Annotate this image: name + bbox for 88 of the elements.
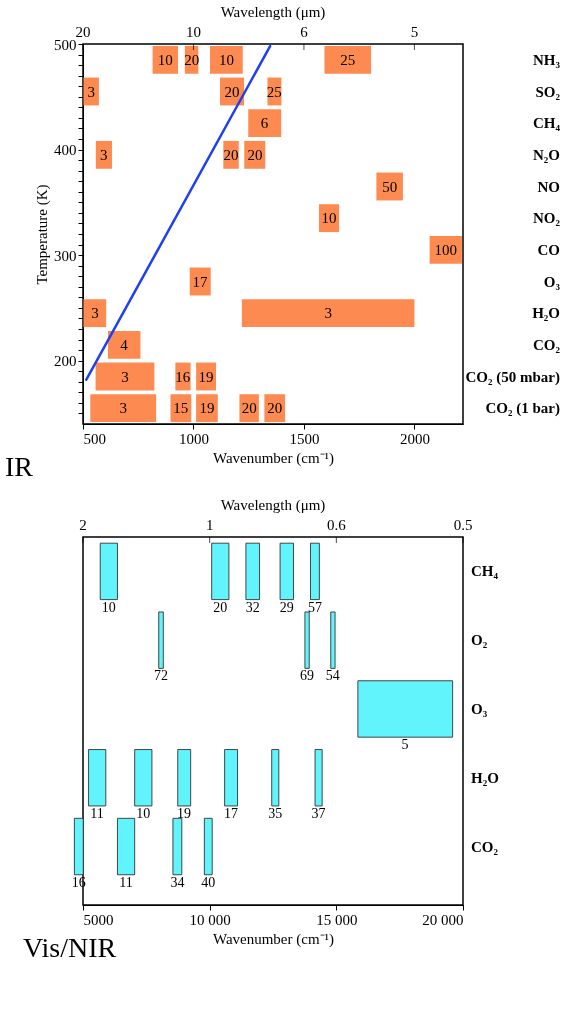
x-tick-label: 500 [83, 430, 106, 447]
annotation: 3 [324, 305, 332, 322]
annotation: 19 [199, 400, 215, 417]
y-tick-label: O₃ [471, 700, 488, 717]
annotation: 10 [101, 599, 116, 615]
y-tick-label: CO₂ [471, 838, 499, 855]
annotation: 17 [224, 805, 239, 821]
y-tick-label: 500 [54, 36, 77, 53]
text: 0.5 [453, 517, 473, 533]
annotation: 32 [245, 599, 260, 615]
text: 20 [75, 24, 91, 40]
y-tick-label: CO₂ (1 bar) [485, 400, 560, 418]
y-tick-label: H₂O [471, 769, 499, 786]
annotation: 3 [121, 368, 129, 385]
y-tick-label: CO₂ [533, 336, 561, 353]
x-tick-label: 10 000 [189, 911, 231, 928]
annotation: 3 [91, 305, 99, 322]
text: 6 [300, 24, 309, 40]
annotation: 5 [401, 737, 409, 753]
annotation: 25 [340, 51, 356, 68]
text: 2 [79, 517, 87, 533]
annotation: 69 [300, 668, 315, 684]
text: 0.6 [326, 517, 347, 533]
y-tick-label: NH₃ [533, 51, 561, 68]
annotation: 20 [241, 400, 257, 417]
annotation: 20 [267, 400, 283, 417]
annotation: 19 [198, 368, 214, 385]
text: 5 [410, 24, 419, 40]
text: IR [5, 451, 34, 482]
y-axis-title: Temperature (K) [34, 184, 51, 285]
annotation: 10 [136, 805, 151, 821]
annotation: 25 [266, 83, 282, 100]
annotation: 50 [382, 178, 398, 195]
annotation: 10 [321, 210, 337, 227]
annotation: 6 [260, 115, 269, 132]
x-tick-label: 1000 [178, 430, 209, 447]
y-tick-label: CO₂ (50 mbar) [465, 368, 560, 386]
y-tick-label: 400 [54, 142, 77, 159]
annotation: 3 [87, 83, 95, 100]
y-tick-label: CH₄ [533, 115, 561, 132]
annotation: 3 [119, 400, 127, 417]
annotation: 16 [175, 368, 191, 385]
x-axis-title: Wavenumber (cm⁻¹) [212, 930, 335, 948]
annotation: 20 [224, 83, 240, 100]
annotation: 29 [279, 599, 294, 615]
annotation: 20 [213, 599, 228, 615]
annotation: 20 [223, 146, 239, 163]
x-tick-label: 1500 [289, 430, 320, 447]
annotation: 72 [153, 668, 168, 684]
x-tick-label: 2000 [399, 430, 430, 447]
text: 10 [185, 24, 201, 40]
annotation: 19 [177, 805, 192, 821]
annotation: 17 [192, 273, 209, 290]
x2-axis-title: Wavelength (μm) [220, 4, 326, 21]
annotation: 34 [170, 874, 185, 890]
x-tick-label: 20 000 [422, 911, 464, 928]
annotation: 57 [307, 599, 322, 615]
annotation: 4 [120, 336, 129, 353]
text: 1 [205, 517, 214, 533]
y-tick-label: NO₂ [533, 210, 561, 227]
annotation: 35 [268, 805, 283, 821]
y-tick-label: CO [537, 241, 560, 258]
y-tick-label: NO [537, 178, 560, 195]
annotation: 11 [119, 874, 133, 890]
y-tick-label: H₂O [532, 305, 560, 322]
annotation: 54 [325, 668, 340, 684]
annotation: 11 [90, 805, 104, 821]
x2-axis-title: Wavelength (μm) [220, 497, 326, 514]
annotation: 20 [184, 51, 200, 68]
annotation: 37 [311, 805, 326, 821]
y-tick-label: 200 [54, 353, 77, 370]
annotation: 15 [173, 400, 189, 417]
y-tick-label: O₂ [471, 632, 488, 649]
y-tick-label: CH₄ [471, 563, 499, 580]
annotation: 20 [247, 146, 263, 163]
x-tick-label: 15 000 [316, 911, 358, 928]
y-tick-label: 300 [54, 247, 77, 264]
annotation: 40 [201, 874, 216, 890]
x-axis-title: Wavenumber (cm⁻¹) [212, 449, 335, 467]
text: Vis/NIR [23, 932, 117, 963]
annotation: 10 [157, 51, 173, 68]
annotation: 10 [218, 51, 234, 68]
annotation: 100 [434, 241, 458, 258]
x-tick-label: 5000 [83, 911, 114, 928]
y-tick-label: SO₂ [535, 83, 561, 100]
annotation: 3 [100, 146, 108, 163]
y-tick-label: N₂O [533, 146, 560, 163]
y-tick-label: O₃ [543, 273, 561, 290]
